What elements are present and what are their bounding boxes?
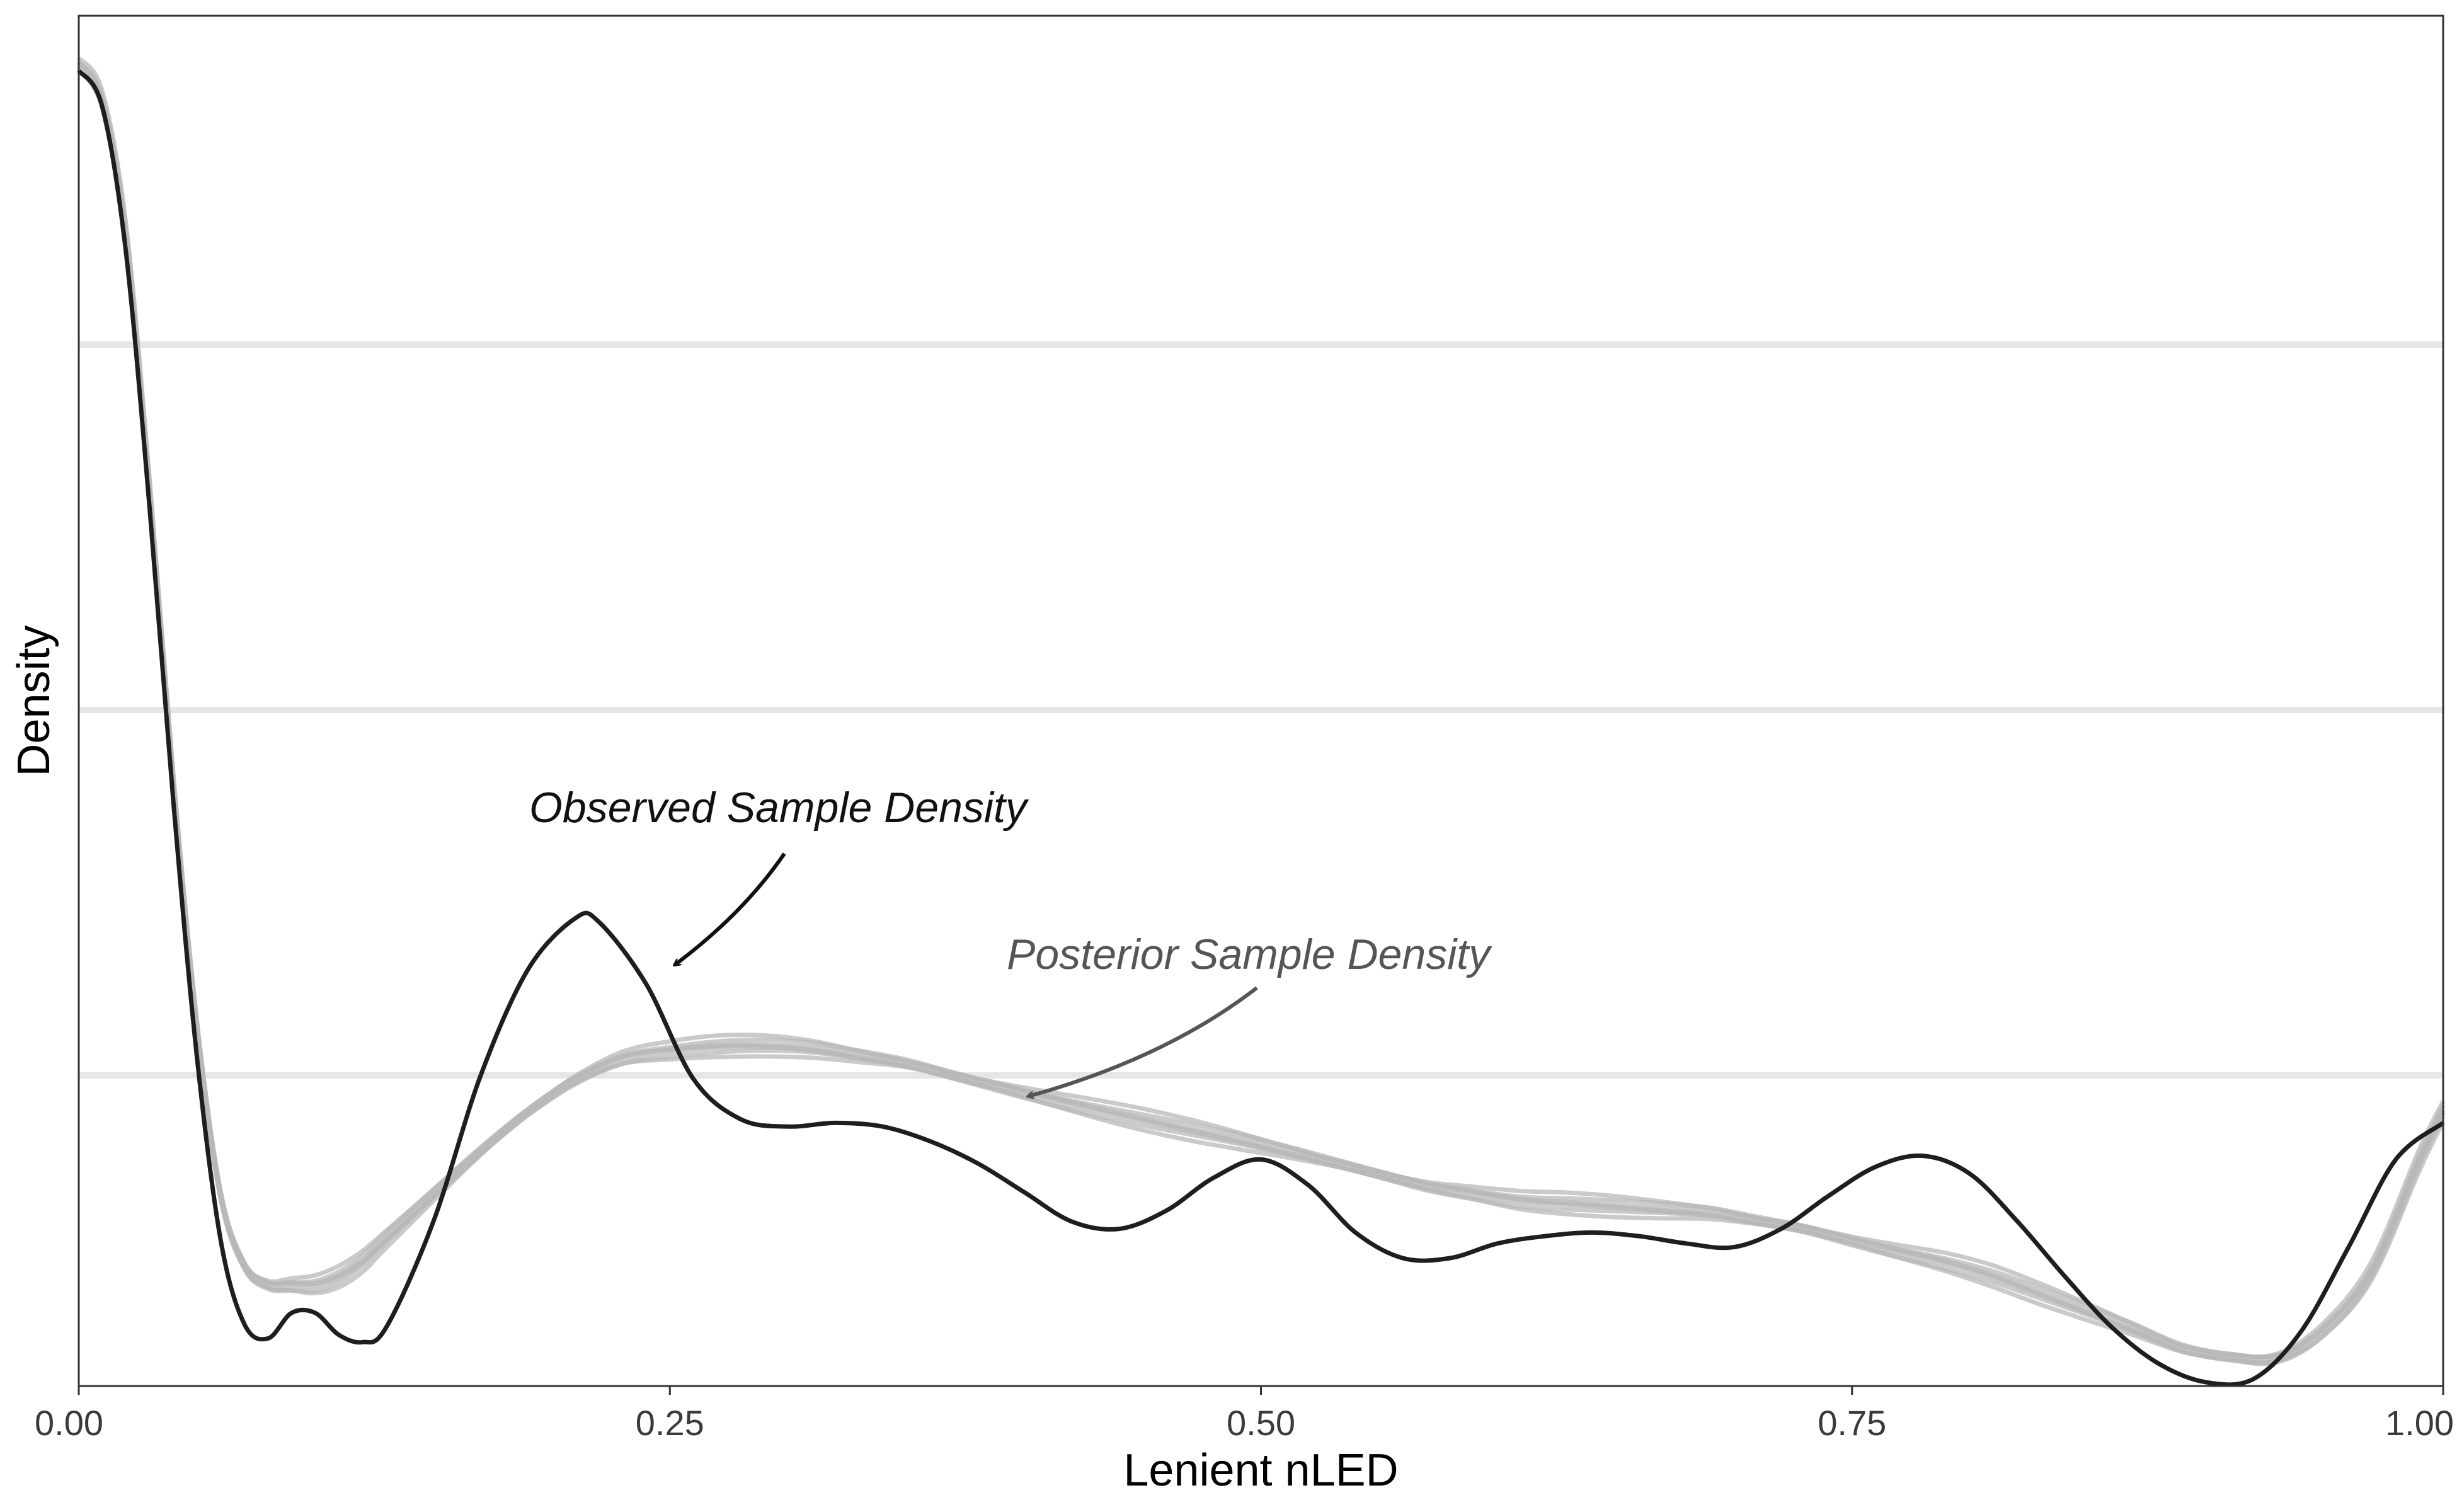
- x-axis-title: Lenient nLED: [1123, 1445, 1398, 1496]
- observed-annotation-arrow: [675, 852, 786, 965]
- posterior-sample-line-3: [77, 65, 2446, 1365]
- x-tick-label: 1.00: [2385, 1403, 2454, 1443]
- observed-annotation-label: Observed Sample Density: [529, 784, 1029, 832]
- posterior-sample-line-7: [77, 56, 2446, 1359]
- x-axis-ticks: 0.00 0.25 0.50 0.75 1.00: [35, 1386, 2454, 1443]
- posterior-sample-line-1: [77, 68, 2446, 1365]
- posterior-sample-line-2: [77, 68, 2446, 1366]
- x-tick-label: 0.75: [1818, 1403, 1886, 1443]
- posterior-annotation-arrow: [1028, 986, 1258, 1096]
- y-axis-title: Density: [9, 625, 59, 776]
- x-tick-label: 0.00: [35, 1403, 103, 1443]
- x-tick-label: 0.50: [1227, 1403, 1295, 1443]
- gridlines: [79, 341, 2443, 1079]
- observed-sample-line: [77, 69, 2445, 1387]
- plot-panel-border: [77, 14, 2444, 1387]
- observed-density-line: [77, 69, 2445, 1387]
- annotations: Observed Sample Density Posterior Sample…: [529, 784, 1492, 1096]
- x-tick-label: 0.25: [636, 1403, 704, 1443]
- posterior-annotation-label: Posterior Sample Density: [1007, 931, 1492, 978]
